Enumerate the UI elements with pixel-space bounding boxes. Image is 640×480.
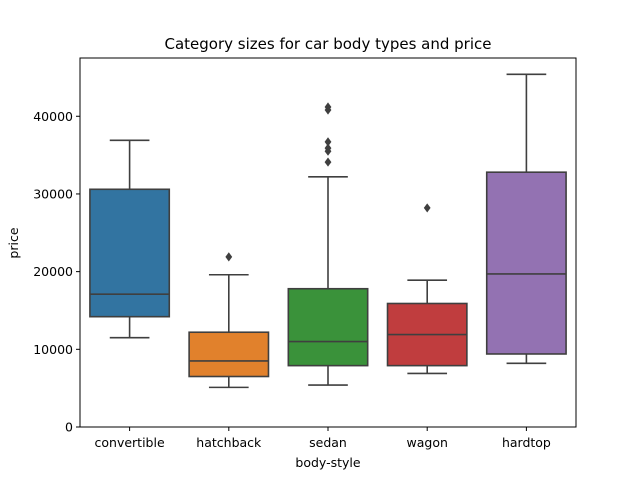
y-tick-label: 30000 xyxy=(33,186,73,201)
box-iqr xyxy=(485,171,567,355)
box-iqr xyxy=(89,188,171,318)
y-tick-label: 40000 xyxy=(33,109,73,124)
box-sedan xyxy=(287,102,369,386)
x-tick-label: convertible xyxy=(95,435,165,450)
outlier-point xyxy=(324,102,332,112)
x-axis: convertible hatchback sedan wagon hardtop xyxy=(95,427,551,450)
x-tick-label: sedan xyxy=(309,435,347,450)
x-tick-label: hatchback xyxy=(196,435,262,450)
x-tick-label: wagon xyxy=(407,435,448,450)
y-tick-label: 20000 xyxy=(33,264,73,279)
outlier-point xyxy=(324,157,332,167)
chart-title: Category sizes for car body types and pr… xyxy=(165,35,492,53)
x-tick-label: hardtop xyxy=(502,435,551,450)
x-axis-label: body-style xyxy=(295,455,360,470)
box-iqr xyxy=(287,287,369,367)
y-axis-label: price xyxy=(6,227,21,258)
box-convertible xyxy=(89,139,171,339)
y-tick-label: 10000 xyxy=(33,342,73,357)
plot-area xyxy=(89,73,567,389)
box-hardtop xyxy=(485,73,567,365)
y-axis: 0 10000 20000 30000 40000 xyxy=(33,109,80,435)
outlier-point xyxy=(324,143,332,153)
box-wagon xyxy=(386,203,468,375)
outlier-point xyxy=(324,137,332,147)
outlier-point xyxy=(423,203,431,213)
outlier-point xyxy=(225,252,233,262)
y-tick-label: 0 xyxy=(65,420,73,435)
box-hatchback xyxy=(188,252,270,389)
box-iqr xyxy=(188,331,270,378)
